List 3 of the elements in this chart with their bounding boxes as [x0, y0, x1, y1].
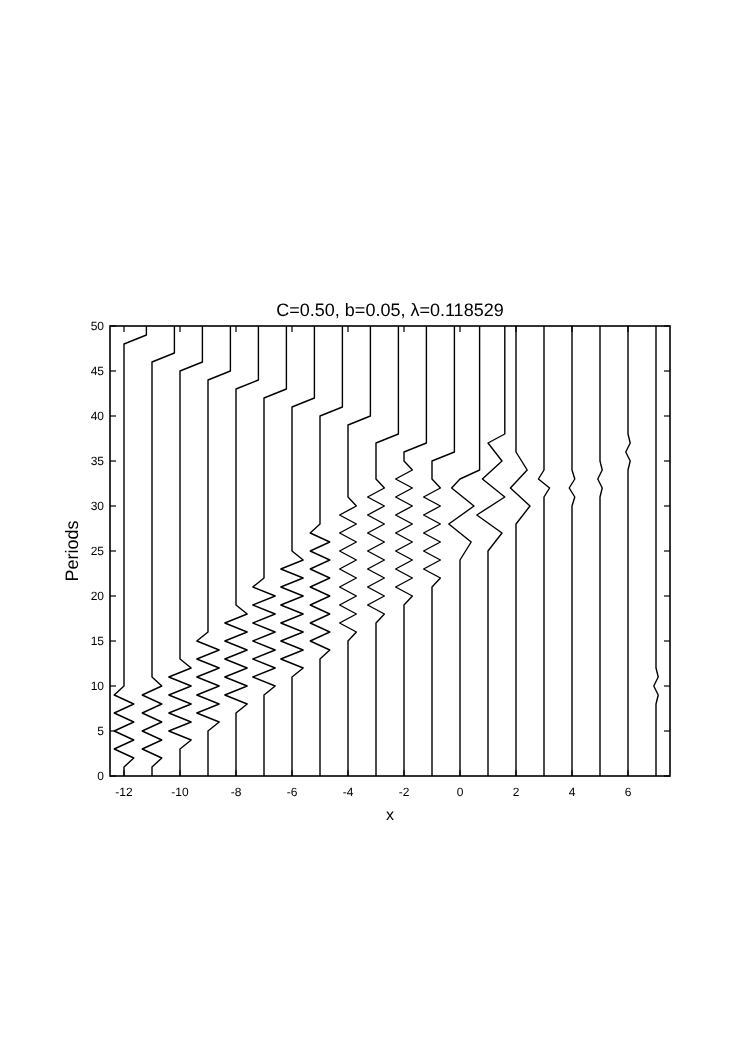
- y-axis-title: Periods: [62, 519, 82, 582]
- chart-title: C=0.50, b=0.05, λ=0.118529: [276, 300, 504, 320]
- x-axis-title: x: [386, 806, 394, 824]
